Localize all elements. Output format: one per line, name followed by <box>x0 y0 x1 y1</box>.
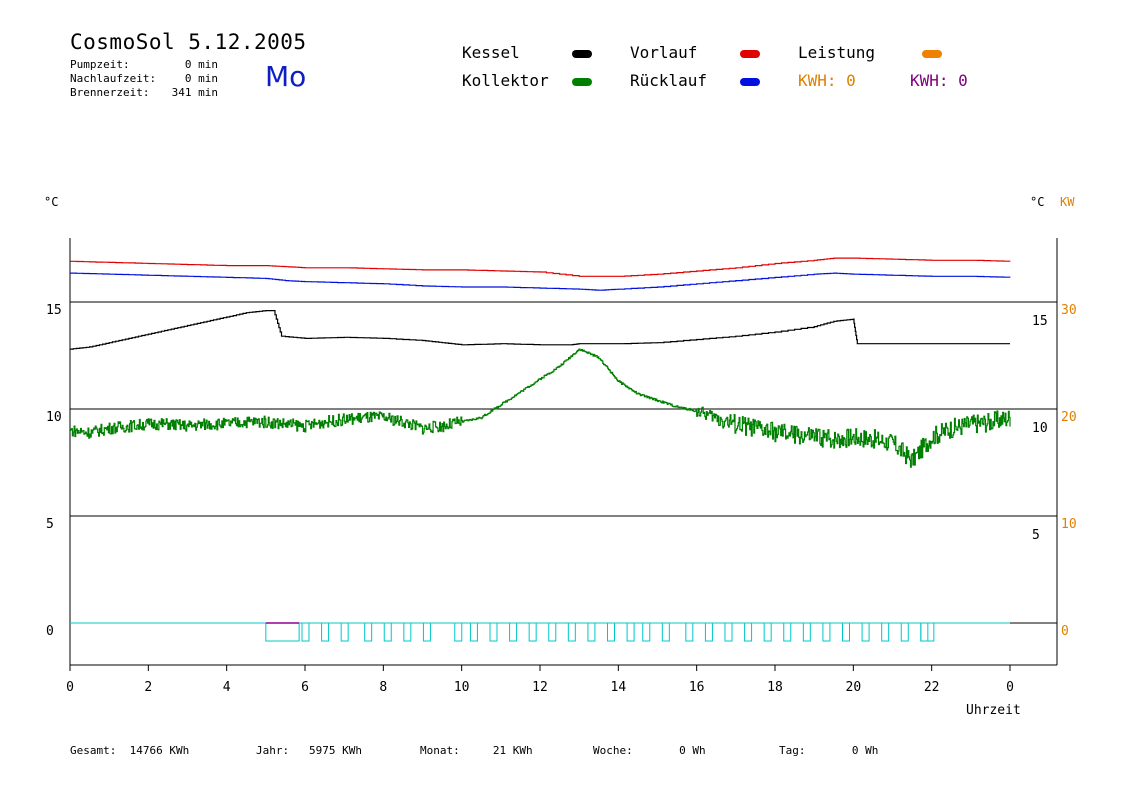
x-tick-7: 14 <box>611 680 627 695</box>
pump-pulse-30 <box>900 622 909 642</box>
series-line-kollektor <box>70 348 1011 468</box>
pump-pulse-2 <box>340 622 349 642</box>
pump-pulse-28 <box>861 622 870 642</box>
series-line-vorlauf <box>70 257 1011 277</box>
left-axis-unit: °C <box>44 195 58 209</box>
pump-pulse-22 <box>744 622 753 642</box>
legend-kwh-leistung: KWH: 0 <box>798 71 856 90</box>
x-tick-10: 20 <box>846 680 862 695</box>
right-axis-unit-kw: KW <box>1060 195 1075 209</box>
x-tick-1: 2 <box>144 680 152 695</box>
stat-value-pumpzeit: 0 min <box>184 58 218 71</box>
pump-pulse-18 <box>661 622 670 642</box>
pump-pulse-20 <box>704 622 713 642</box>
y-tick-right-1: 10 <box>1032 421 1048 436</box>
series-line-ruecklauf <box>70 272 1011 291</box>
pump-pulse-12 <box>548 622 557 642</box>
pump-pulse-26 <box>822 622 831 642</box>
series-line-kessel <box>70 310 1010 350</box>
pump-pulse-27 <box>842 622 850 642</box>
stat-value-nachlaufzeit: 0 min <box>184 72 218 85</box>
y-tick-left-3: 0 <box>46 624 54 639</box>
y-tick-kw-0: 30 <box>1061 303 1077 318</box>
x-tick-5: 10 <box>454 680 470 695</box>
legend-ruecklauf-swatch <box>740 78 760 86</box>
pump-pulse-8 <box>469 622 478 642</box>
x-axis-label: Uhrzeit <box>966 703 1021 718</box>
pump-pulse-21 <box>724 622 733 642</box>
y-tick-right-0: 15 <box>1032 314 1048 329</box>
pump-pulse-13 <box>567 622 576 642</box>
legend-kessel-swatch <box>572 50 592 58</box>
chart-title: CosmoSol 5.12.2005 <box>70 30 307 54</box>
pump-pulse-16 <box>626 622 635 642</box>
pump-pulse-5 <box>403 622 412 642</box>
pump-pulse-3 <box>364 622 373 642</box>
x-tick-0: 0 <box>66 680 74 695</box>
pump-pulse-11 <box>528 622 537 642</box>
legend-kessel-label: Kessel <box>462 43 520 62</box>
pump-pulse-last <box>920 622 935 642</box>
pump-pulse-17 <box>642 622 651 642</box>
x-tick-12: 0 <box>1006 680 1014 695</box>
y-tick-kw-3: 0 <box>1061 624 1069 639</box>
legend-vorlauf-swatch <box>740 50 760 58</box>
x-tick-2: 4 <box>223 680 231 695</box>
pump-pulse-19 <box>685 622 694 642</box>
right-axis-unit: °C <box>1030 195 1044 209</box>
burner-block <box>265 622 300 642</box>
pump-pulse-23 <box>763 622 772 642</box>
pump-pulse-10 <box>509 622 518 642</box>
legend-kwh-secondary: KWH: 0 <box>910 71 968 90</box>
y-tick-left-1: 10 <box>46 410 62 425</box>
legend-kollektor-swatch <box>572 78 592 86</box>
pump-pulse-6 <box>422 622 431 642</box>
pump-pulse-29 <box>881 622 890 642</box>
tick-labels: 15 10 5 0 15 10 5 30 20 10 0 0 2 4 6 8 10 12 14 16 18 20 22 0 <box>46 303 1077 695</box>
weekday-label: Mo <box>265 60 307 93</box>
x-tick-8: 16 <box>689 680 705 695</box>
stat-label-pumpzeit: Pumpzeit: <box>70 58 130 71</box>
pump-pulse-7 <box>454 622 463 642</box>
x-tick-6: 12 <box>532 680 548 695</box>
pump-pulse-31 <box>920 622 929 642</box>
y-tick-right-2: 5 <box>1032 528 1040 543</box>
y-tick-kw-2: 10 <box>1061 517 1077 532</box>
legend-ruecklauf-label: Rücklauf <box>630 71 708 90</box>
y-tick-left-0: 15 <box>46 303 62 318</box>
pump-pulse-15 <box>607 622 615 642</box>
axes <box>69 238 1058 671</box>
legend-leistung-label: Leistung <box>798 43 876 62</box>
legend-kollektor-label: Kollektor <box>462 71 549 90</box>
pump-pulse-24 <box>783 622 792 642</box>
stat-label-brennerzeit: Brennerzeit: <box>70 86 150 99</box>
legend-vorlauf-label: Vorlauf <box>630 43 698 62</box>
x-tick-9: 18 <box>767 680 783 695</box>
stat-label-nachlaufzeit: Nachlaufzeit: <box>70 72 157 85</box>
pump-pulses <box>70 622 1010 642</box>
gridlines <box>70 301 1057 624</box>
pump-pulse-14 <box>587 622 596 642</box>
pump-pulse-1 <box>321 622 330 642</box>
footer-monat: Monat: 21 KWh <box>420 744 533 757</box>
x-tick-11: 22 <box>924 680 940 695</box>
pump-pulse-0 <box>301 622 310 642</box>
stat-value-brennerzeit: 341 min <box>171 86 218 99</box>
pump-pulse-25 <box>802 622 811 642</box>
y-tick-left-2: 5 <box>46 517 54 532</box>
x-tick-4: 8 <box>379 680 387 695</box>
footer-gesamt: Gesamt: 14766 KWh <box>70 744 190 757</box>
footer-woche: Woche: 0 Wh <box>593 744 706 757</box>
pump-pulse-4 <box>383 622 392 642</box>
series-lines <box>70 257 1011 468</box>
footer-jahr: Jahr: 5975 KWh <box>256 744 362 757</box>
x-tick-3: 6 <box>301 680 309 695</box>
footer-tag: Tag: 0 Wh <box>779 744 879 757</box>
y-tick-kw-1: 20 <box>1061 410 1077 425</box>
legend-leistung-swatch <box>922 50 942 58</box>
pump-pulse-9 <box>489 622 498 642</box>
